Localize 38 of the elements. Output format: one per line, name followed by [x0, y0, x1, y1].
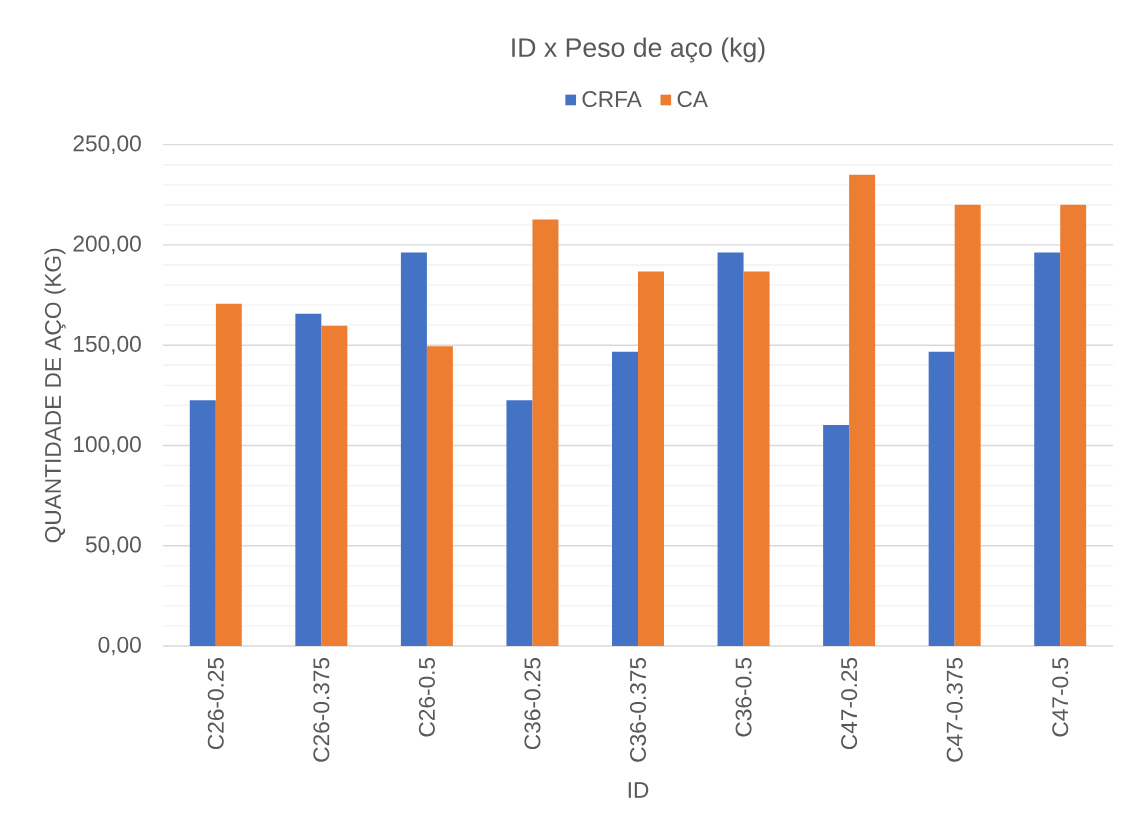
legend-label: CRFA	[582, 91, 642, 108]
y-tick-label: 100,00	[74, 436, 141, 455]
bar	[849, 174, 876, 646]
bar	[1034, 252, 1061, 646]
x-tick-label: C36-0.25	[524, 657, 541, 750]
chart-title: ID x Peso de aço (kg)	[512, 37, 765, 63]
bar	[928, 351, 955, 646]
bar	[717, 252, 744, 646]
y-tick-label: 0,00	[98, 636, 141, 656]
y-tick-label: 200,00	[73, 235, 141, 255]
y-axis-title: QUANTIDADE DE AÇO (KG)	[44, 248, 66, 543]
x-tick-label: C26-0.375	[313, 657, 330, 762]
x-tick-label: C47-0.25	[841, 657, 858, 750]
bar	[532, 219, 559, 646]
y-tick-label: 50,00	[85, 536, 141, 556]
x-tick-label: C36-0.5	[735, 657, 752, 737]
bar	[1060, 204, 1087, 646]
bar	[638, 271, 665, 646]
x-tick-label: C26-0.25	[207, 657, 224, 750]
y-tick-label: 150,00	[74, 335, 141, 355]
x-tick-label: C47-0.375	[946, 657, 963, 762]
x-tick-label: C36-0.375	[629, 657, 647, 762]
x-axis-title: ID	[628, 782, 649, 798]
bar	[743, 271, 770, 646]
bar	[400, 252, 427, 646]
bar	[321, 325, 348, 646]
bar	[823, 425, 850, 646]
bar	[295, 313, 322, 646]
x-tick-label: C47-0.5	[1052, 657, 1069, 737]
bar	[426, 346, 453, 646]
bar	[612, 351, 639, 646]
bar	[954, 204, 981, 646]
bar	[189, 400, 216, 646]
bar	[215, 303, 242, 646]
legend-label: CA	[677, 91, 708, 108]
bar	[506, 400, 533, 646]
y-tick-label: 250,00	[73, 135, 141, 155]
x-tick-label: C26-0.5	[418, 657, 435, 737]
